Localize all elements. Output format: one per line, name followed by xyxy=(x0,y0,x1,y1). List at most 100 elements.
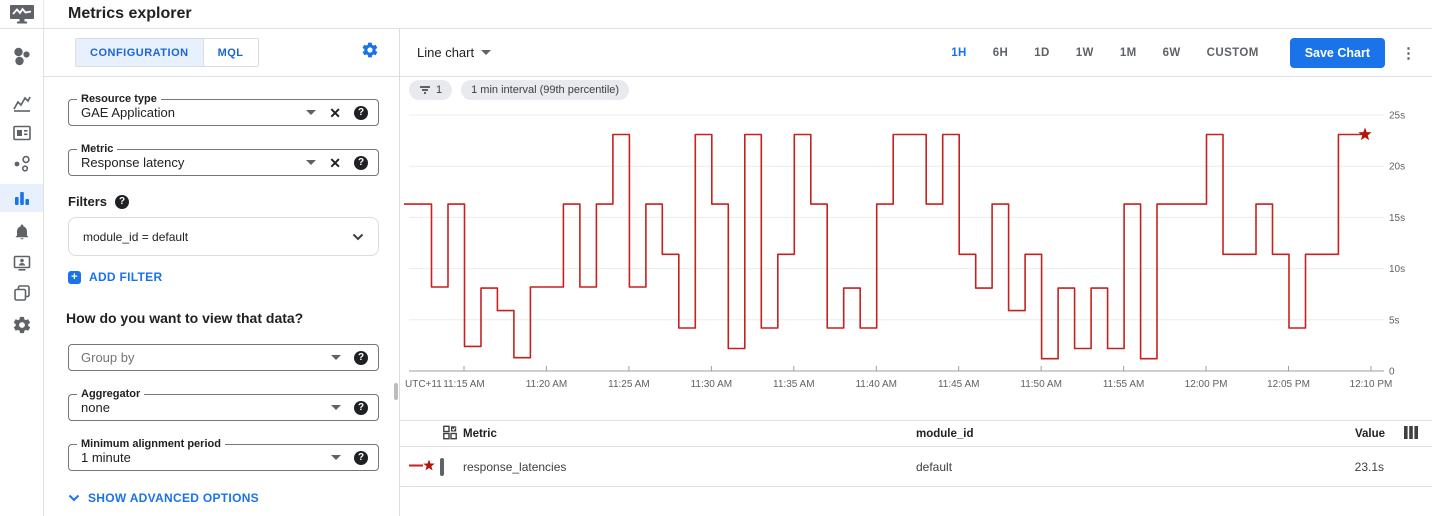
value-column-header[interactable]: Value xyxy=(1354,427,1385,440)
dropdown-caret-icon[interactable] xyxy=(306,160,317,165)
x-tick-label: 11:45 AM xyxy=(938,379,980,390)
time-range-1h[interactable]: 1H xyxy=(951,46,967,59)
metric-column-icon[interactable] xyxy=(443,425,457,442)
series-metric-name: response_latencies xyxy=(463,459,567,474)
filter-list-icon xyxy=(420,86,430,94)
monitoring-product-icon[interactable] xyxy=(0,0,44,29)
show-advanced-options-button[interactable]: SHOW ADVANCED OPTIONS xyxy=(68,491,259,505)
chevron-down-icon[interactable] xyxy=(352,228,364,246)
metric-field[interactable]: Metric Response latency ✕ ? xyxy=(68,143,379,176)
aggregator-label: Aggregator xyxy=(77,388,145,400)
y-tick-label: 25s xyxy=(1389,111,1405,122)
add-filter-button[interactable]: + ADD FILTER xyxy=(68,270,162,284)
left-nav-rail xyxy=(0,29,44,516)
add-filter-label: ADD FILTER xyxy=(89,270,163,284)
services-icon[interactable] xyxy=(10,152,34,176)
y-tick-label: 0 xyxy=(1389,367,1395,378)
x-tick-label: 11:15 AM xyxy=(443,379,485,390)
metric-column-header[interactable]: Metric xyxy=(463,427,497,440)
legend-table-header: Metric module_id Value xyxy=(400,420,1432,447)
chart-type-label: Line chart xyxy=(417,45,475,60)
chart-type-dropdown[interactable]: Line chart xyxy=(417,45,492,60)
resource-type-label: Resource type xyxy=(77,93,161,105)
timezone-label: UTC+11 xyxy=(405,379,442,390)
help-icon[interactable]: ? xyxy=(354,400,368,415)
filter-chip-module-id[interactable]: module_id = default xyxy=(68,217,379,256)
page-title: Metrics explorer xyxy=(68,5,192,22)
dropdown-caret-icon xyxy=(481,50,492,55)
monitor-chart-icon xyxy=(9,4,34,23)
alerting-bell-icon[interactable] xyxy=(10,220,34,244)
resource-type-field[interactable]: Resource type GAE Application ✕ ? xyxy=(68,93,379,126)
min-alignment-label: Minimum alignment period xyxy=(77,438,225,450)
latest-point-star-icon[interactable] xyxy=(1358,127,1372,141)
help-icon[interactable]: ? xyxy=(354,105,368,120)
x-tick-label: 11:35 AM xyxy=(773,379,815,390)
columns-icon[interactable] xyxy=(1404,425,1419,442)
time-range-6w[interactable]: 6W xyxy=(1162,46,1181,59)
latency-series-line[interactable] xyxy=(404,133,1365,360)
module-id-column-header[interactable]: module_id xyxy=(916,427,974,440)
aggregator-value: none xyxy=(81,400,110,415)
chart-svg: 25s 20s 15s 10s 5s 0 11:15 AM 11:20 AM 11:25 AM 1… xyxy=(404,111,1405,390)
interval-chip[interactable]: 1 min interval (99th percentile) xyxy=(461,80,630,100)
kebab-menu-icon[interactable]: ⋮ xyxy=(1401,44,1416,62)
aggregator-field[interactable]: Aggregator none ? xyxy=(68,388,379,421)
plus-icon: + xyxy=(68,270,81,284)
x-tick-label: 12:10 PM xyxy=(1350,379,1393,390)
dashboard-card-icon[interactable] xyxy=(10,121,34,145)
x-tick-label: 11:20 AM xyxy=(526,379,568,390)
metrics-explorer-icon[interactable] xyxy=(10,186,34,210)
chart-panel: Line chart 1H 6H 1D 1W 1M 6W CUSTOM Save Chart… xyxy=(400,29,1432,516)
resource-type-value: GAE Application xyxy=(81,105,175,120)
y-tick-label: 20s xyxy=(1389,162,1405,173)
series-checkbox[interactable] xyxy=(440,457,444,476)
series-module-id: default xyxy=(916,459,953,474)
chart-settings-gear-icon[interactable] xyxy=(361,41,379,64)
y-tick-label: 10s xyxy=(1389,264,1405,275)
help-icon[interactable]: ? xyxy=(354,450,368,465)
x-tick-label: 12:00 PM xyxy=(1185,379,1228,390)
tab-configuration[interactable]: CONFIGURATION xyxy=(76,39,203,66)
settings-gear-icon[interactable] xyxy=(10,313,34,337)
filter-expression: module_id = default xyxy=(83,229,189,244)
legend-table-row[interactable]: response_latencies default 23.1s xyxy=(400,447,1432,487)
time-range-1w[interactable]: 1W xyxy=(1075,46,1094,59)
min-alignment-value: 1 minute xyxy=(81,450,131,465)
view-data-question: How do you want to view that data? xyxy=(66,310,304,326)
x-tick-label: 11:55 AM xyxy=(1103,379,1145,390)
top-app-bar: Metrics explorer xyxy=(0,0,1432,29)
dashboards-icon[interactable] xyxy=(10,91,34,115)
monitoring-overview-icon[interactable] xyxy=(10,45,34,69)
help-icon[interactable]: ? xyxy=(354,155,368,170)
interval-chip-label: 1 min interval (99th percentile) xyxy=(471,84,620,96)
x-tick-label: 12:05 PM xyxy=(1267,379,1310,390)
groups-icon[interactable] xyxy=(10,281,34,305)
time-range-1m[interactable]: 1M xyxy=(1119,46,1137,59)
tab-mql[interactable]: MQL xyxy=(202,39,258,66)
time-range-6h[interactable]: 6H xyxy=(992,46,1009,59)
group-by-placeholder: Group by xyxy=(81,350,135,365)
x-tick-label: 11:25 AM xyxy=(608,379,650,390)
group-by-field[interactable]: Group by ? xyxy=(68,344,379,371)
config-scrollbar-thumb[interactable] xyxy=(394,383,398,400)
clear-icon[interactable]: ✕ xyxy=(329,104,341,121)
advanced-options-label: SHOW ADVANCED OPTIONS xyxy=(88,491,259,505)
y-tick-label: 15s xyxy=(1389,213,1405,224)
dropdown-caret-icon[interactable] xyxy=(331,355,341,360)
dropdown-caret-icon[interactable] xyxy=(331,405,341,410)
filters-help-icon[interactable]: ? xyxy=(115,194,130,209)
help-icon[interactable]: ? xyxy=(354,350,368,365)
filter-count-chip[interactable]: 1 xyxy=(409,80,453,100)
clear-icon[interactable]: ✕ xyxy=(329,154,341,171)
time-range-1d[interactable]: 1D xyxy=(1034,46,1050,59)
latency-line-chart[interactable]: 25s 20s 15s 10s 5s 0 11:15 AM 11:20 AM 11:25 AM 1… xyxy=(400,100,1428,400)
dropdown-caret-icon[interactable] xyxy=(306,110,317,115)
save-chart-button[interactable]: Save Chart xyxy=(1289,37,1385,68)
time-range-custom[interactable]: CUSTOM xyxy=(1206,46,1259,59)
series-value: 23.1s xyxy=(1354,459,1384,474)
dropdown-caret-icon[interactable] xyxy=(331,455,341,460)
uptime-checks-icon[interactable] xyxy=(10,251,34,275)
time-range-selector: 1H 6H 1D 1W 1M 6W CUSTOM xyxy=(938,47,1271,59)
min-alignment-field[interactable]: Minimum alignment period 1 minute ? xyxy=(68,438,379,471)
